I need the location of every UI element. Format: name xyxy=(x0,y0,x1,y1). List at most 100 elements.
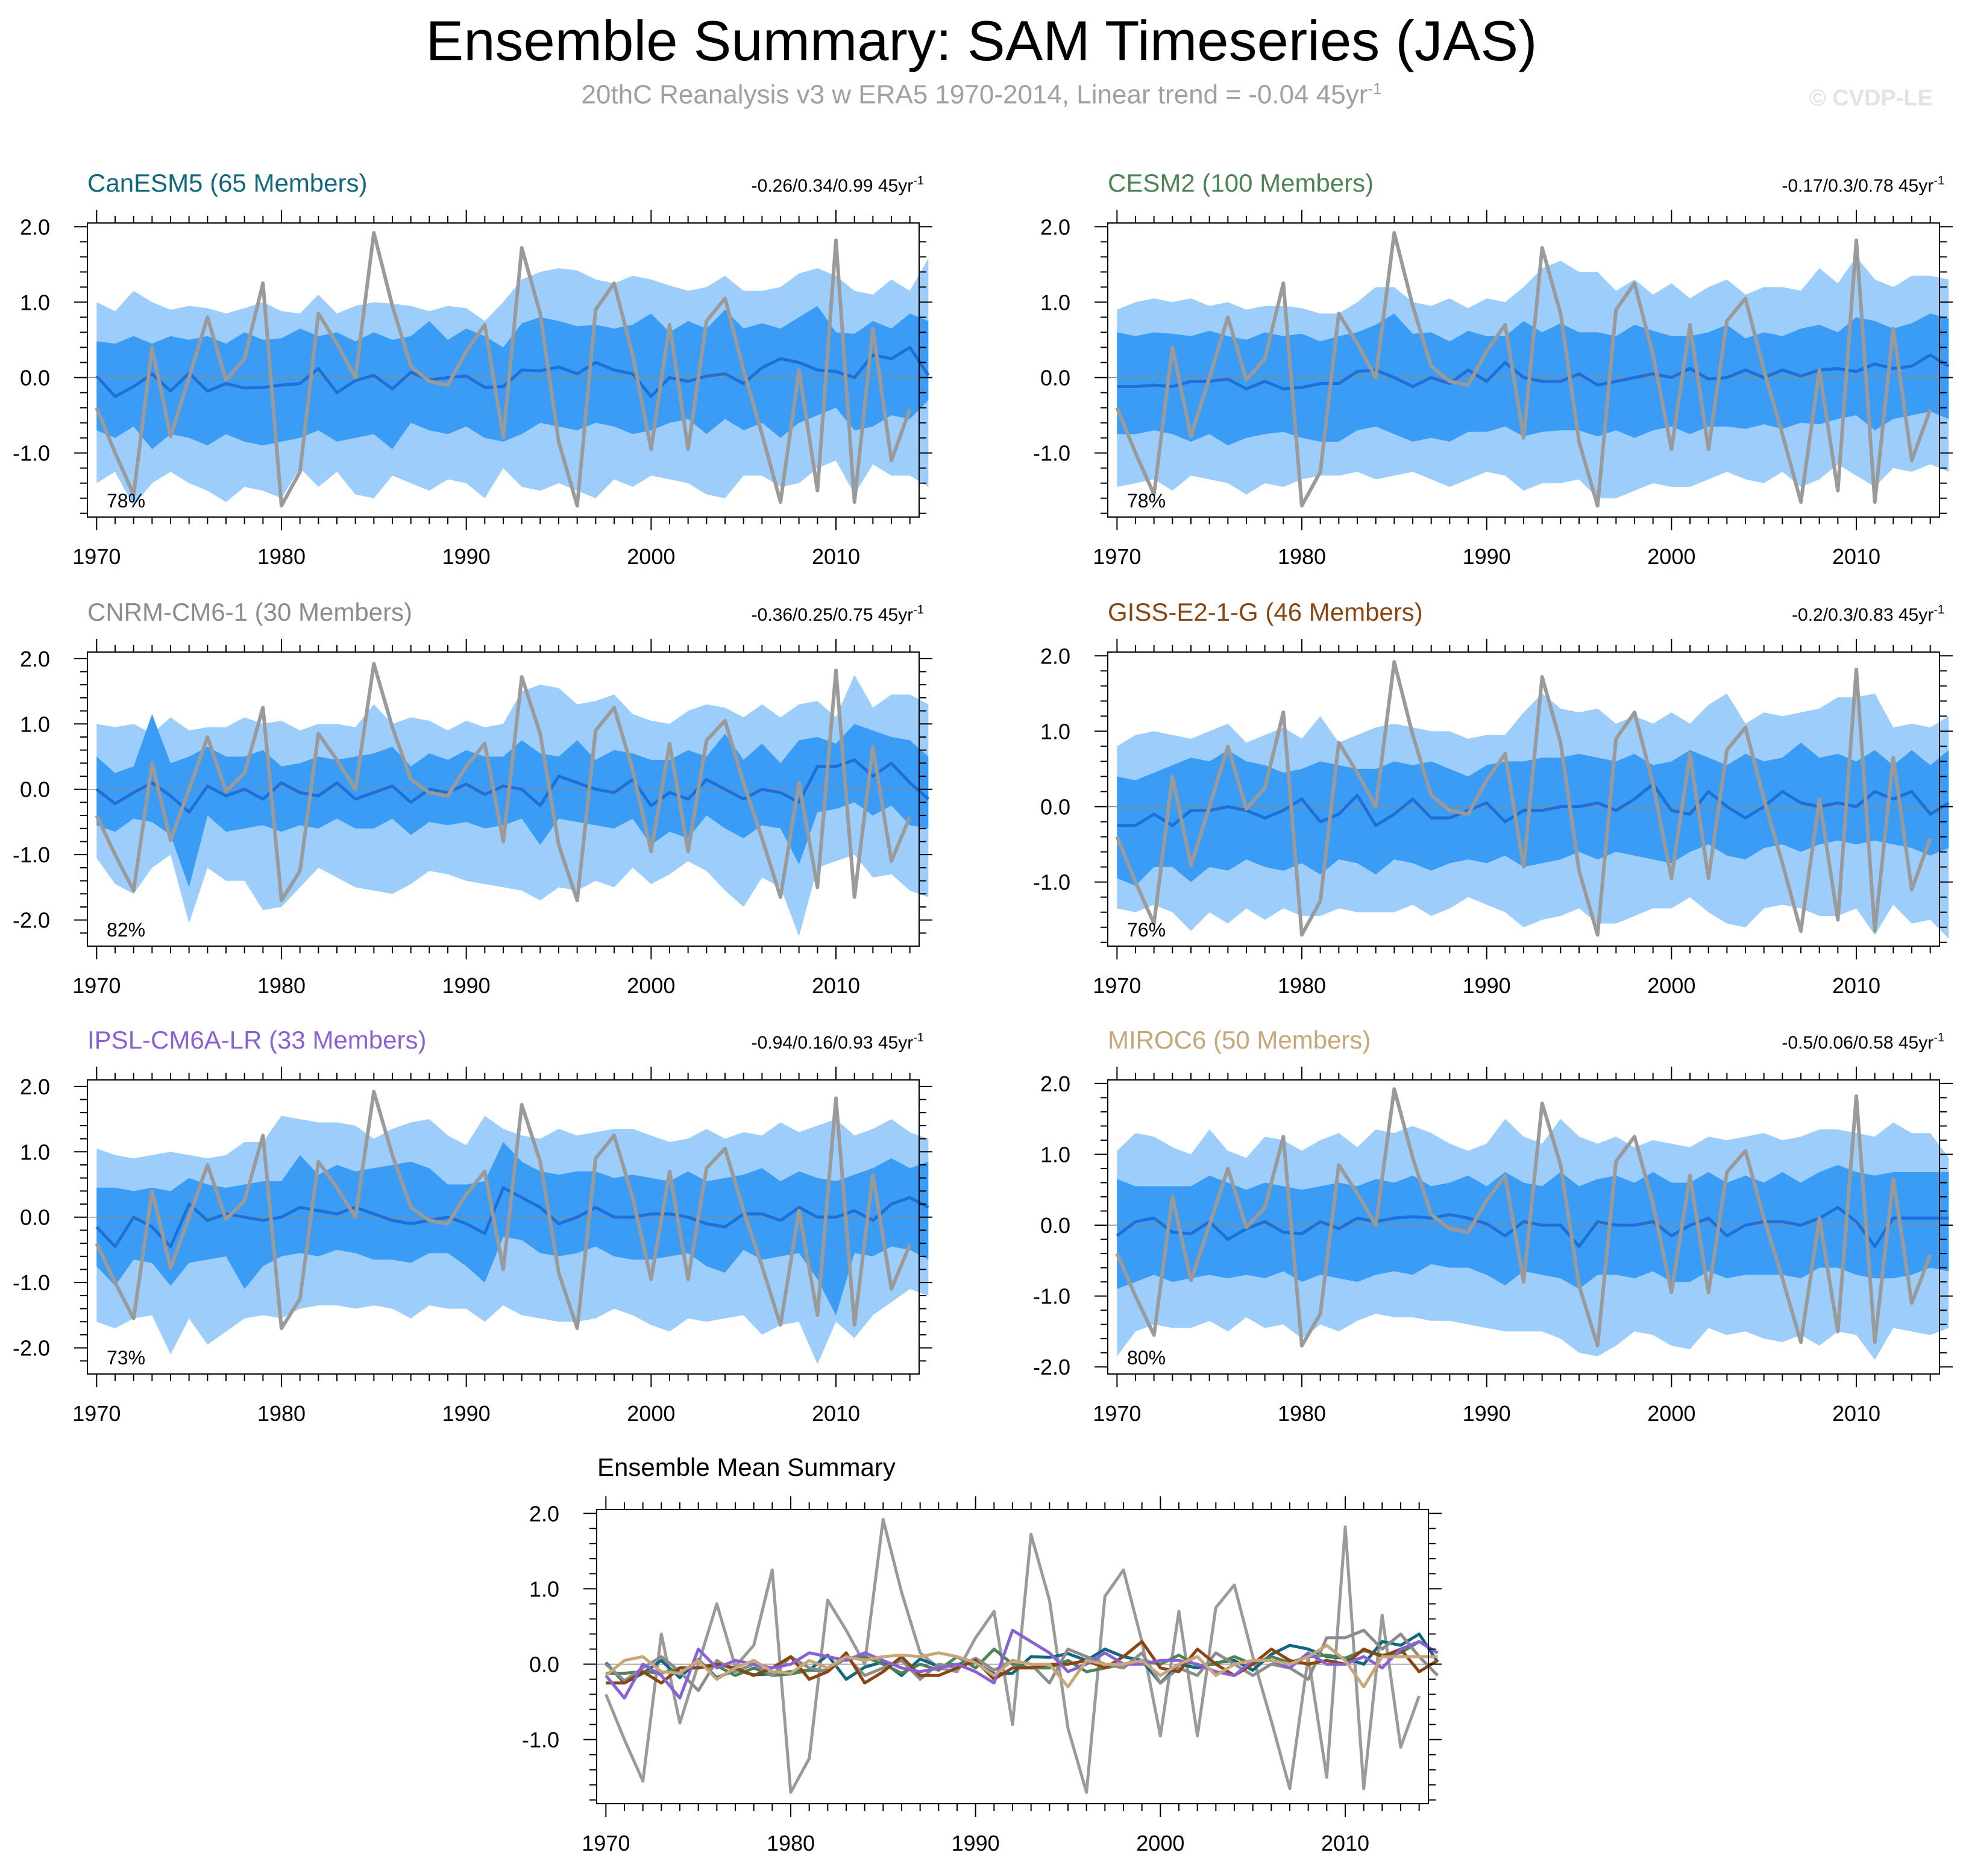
x-tick-label: 2000 xyxy=(627,973,675,998)
trend-range-label: -0.94/0.16/0.93 45yr-1 xyxy=(752,1031,924,1053)
y-tick-label: 2.0 xyxy=(1040,1071,1070,1096)
panel-title: MIROC6 (50 Members) xyxy=(1108,1026,1371,1054)
x-tick-label: 1980 xyxy=(767,1831,815,1856)
panel-title: GISS-E2-1-G (46 Members) xyxy=(1108,598,1423,626)
observations-line xyxy=(95,231,912,508)
percent-within-label: 76% xyxy=(1127,919,1166,941)
ensemble-mean-line xyxy=(95,758,929,814)
x-tick-label: 2000 xyxy=(1647,544,1695,569)
trend-range-superscript: -1 xyxy=(913,603,924,616)
x-tick-label: 1970 xyxy=(72,973,121,998)
chart-panel-CanESM5: 2.0 1.0 0.0 -1.0 1970 1980 1990 2000 2010 CanESM5… xyxy=(13,169,932,569)
x-tick-label: 1970 xyxy=(1093,973,1141,998)
observations-line xyxy=(95,1090,912,1331)
y-tick-label: -2.0 xyxy=(13,1336,50,1361)
x-tick-label: 2000 xyxy=(1647,973,1695,998)
x-tick-label: 2010 xyxy=(812,973,860,998)
x-tick-label: 2010 xyxy=(1832,544,1880,569)
y-tick-label: 0.0 xyxy=(1040,366,1070,391)
y-tick-label: -2.0 xyxy=(1033,1355,1070,1379)
trend-range-superscript: -1 xyxy=(1933,603,1944,616)
x-tick-label: 2010 xyxy=(1321,1831,1369,1856)
x-tick-label: 1970 xyxy=(1093,1401,1141,1426)
y-tick-label: 0.0 xyxy=(1040,795,1070,820)
y-tick-label: 2.0 xyxy=(20,215,50,239)
x-tick-label: 1980 xyxy=(257,1401,306,1426)
panel-title: CESM2 (100 Members) xyxy=(1108,169,1374,197)
x-tick-label: 1990 xyxy=(1463,973,1511,998)
y-tick-label: 2.0 xyxy=(20,1074,50,1099)
trend-range-superscript: -1 xyxy=(913,1031,924,1044)
trend-range-label: -0.36/0.25/0.75 45yr-1 xyxy=(752,603,924,625)
ensemble-mean-line xyxy=(1117,782,1950,827)
y-tick-label: 2.0 xyxy=(20,647,50,671)
y-tick-label: -1.0 xyxy=(13,441,50,466)
observations-line xyxy=(1115,231,1932,508)
y-tick-label: 1.0 xyxy=(20,290,50,315)
x-tick-label: 2010 xyxy=(812,1401,860,1426)
figure-subtitle: 20thC Reanalysis v3 w ERA5 1970-2014, Li… xyxy=(0,80,1963,110)
y-tick-label: 0.0 xyxy=(20,366,50,391)
x-tick-label: 1990 xyxy=(952,1831,1000,1856)
x-tick-label: 1980 xyxy=(257,544,306,569)
trend-range-text: -0.2/0.3/0.83 45yr xyxy=(1792,605,1933,625)
chart-panel-CNRM-CM6-1: 2.0 1.0 0.0 -1.0 -2.0 1970 1980 1990 2000 2010 CNR… xyxy=(13,598,932,998)
trend-range-text: -0.5/0.06/0.58 45yr xyxy=(1782,1033,1933,1053)
subtitle-superscript: -1 xyxy=(1368,80,1382,98)
x-tick-label: 2000 xyxy=(1136,1831,1184,1856)
x-tick-label: 1990 xyxy=(442,973,491,998)
x-tick-label: 2010 xyxy=(812,544,860,569)
trend-range-label: -0.17/0.3/0.78 45yr-1 xyxy=(1782,174,1944,196)
percent-within-label: 82% xyxy=(107,919,145,941)
x-tick-label: 1970 xyxy=(1093,544,1141,569)
y-tick-label: 2.0 xyxy=(1040,215,1070,239)
y-tick-label: -1.0 xyxy=(13,1270,50,1295)
series-line-MIROC6 xyxy=(605,1643,1438,1689)
x-tick-label: 2010 xyxy=(1832,973,1880,998)
figure-title: Ensemble Summary: SAM Timeseries (JAS) xyxy=(426,9,1537,72)
chart-panel-GISS-E2-1-G: 2.0 1.0 0.0 -1.0 1970 1980 1990 2000 2010 GISS-E2… xyxy=(1033,598,1953,998)
observations-line xyxy=(1115,1087,1932,1347)
x-tick-label: 1980 xyxy=(1278,973,1326,998)
y-tick-label: 2.0 xyxy=(529,1501,559,1526)
observations-line xyxy=(604,1517,1421,1794)
y-tick-label: 1.0 xyxy=(20,1140,50,1164)
percent-within-label: 78% xyxy=(1127,490,1166,512)
ensemble-mean-line xyxy=(1116,1206,1949,1248)
inner-spread-band xyxy=(96,1142,929,1316)
y-tick-label: 0.0 xyxy=(20,777,50,802)
y-tick-label: 0.0 xyxy=(529,1652,559,1677)
y-tick-label: -1.0 xyxy=(13,842,50,867)
inner-spread-band xyxy=(96,714,929,888)
trend-range-text: -0.17/0.3/0.78 45yr xyxy=(1782,176,1933,196)
trend-range-label: -0.2/0.3/0.83 45yr-1 xyxy=(1792,603,1944,625)
y-tick-label: 2.0 xyxy=(1040,644,1070,668)
trend-range-text: -0.26/0.34/0.99 45yr xyxy=(752,176,914,196)
chart-panel-IPSL-CM6A-LR: 2.0 1.0 0.0 -1.0 -2.0 1970 1980 1990 2000 2010 IPS… xyxy=(13,1026,932,1426)
percent-within-label: 80% xyxy=(1127,1347,1166,1369)
trend-range-superscript: -1 xyxy=(913,174,924,187)
x-tick-label: 1970 xyxy=(72,544,121,569)
observations-line xyxy=(95,662,912,903)
x-tick-label: 2000 xyxy=(627,544,675,569)
x-tick-label: 1980 xyxy=(257,973,306,998)
observations-line xyxy=(1115,660,1932,937)
chart-panel-MIROC6: 2.0 1.0 0.0 -1.0 -2.0 1970 1980 1990 2000 2010 MIR… xyxy=(1033,1026,1953,1426)
x-tick-label: 1970 xyxy=(582,1831,630,1856)
panel-title: Ensemble Mean Summary xyxy=(597,1453,896,1481)
x-tick-label: 1990 xyxy=(442,1401,491,1426)
inner-spread-band xyxy=(1117,1165,1949,1289)
y-tick-label: -1.0 xyxy=(1033,441,1070,466)
y-tick-label: 0.0 xyxy=(20,1205,50,1230)
x-tick-label: 1990 xyxy=(1463,1401,1511,1426)
y-tick-label: 0.0 xyxy=(1040,1213,1070,1238)
panel-title: IPSL-CM6A-LR (33 Members) xyxy=(87,1026,426,1054)
y-tick-label: -1.0 xyxy=(1033,870,1070,895)
percent-within-label: 78% xyxy=(107,490,145,512)
x-tick-label: 1990 xyxy=(442,544,491,569)
x-tick-label: 2010 xyxy=(1832,1401,1880,1426)
y-tick-label: 1.0 xyxy=(529,1576,559,1601)
panel-title: CanESM5 (65 Members) xyxy=(87,169,367,197)
x-tick-label: 2000 xyxy=(1647,1401,1695,1426)
